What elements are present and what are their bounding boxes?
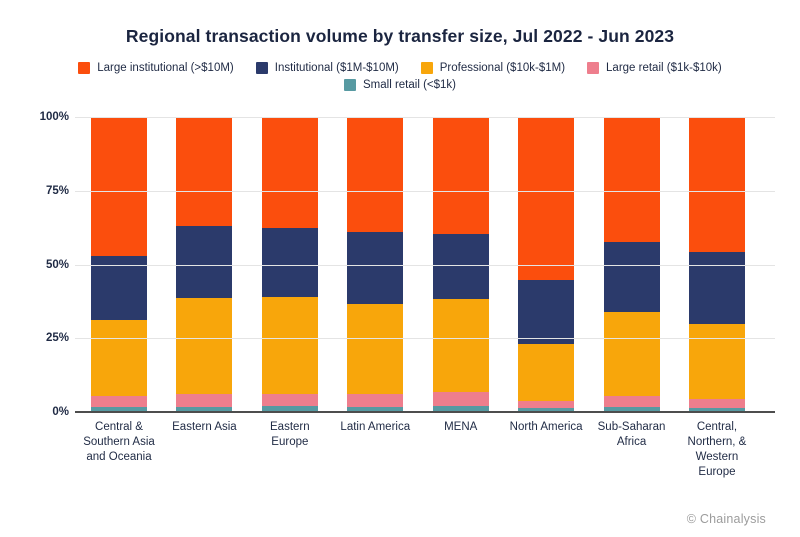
- legend-item: Professional ($10k-$1M): [420, 62, 566, 74]
- bar-segment: [518, 401, 575, 409]
- bar-segment: [432, 406, 489, 412]
- stacked-bar: [518, 117, 575, 412]
- legend-swatch-icon: [344, 79, 356, 91]
- bar-segment: [261, 117, 318, 228]
- bar-segment: [518, 408, 575, 412]
- bar-segment: [347, 117, 404, 233]
- bar-segment: [261, 406, 318, 412]
- bar-segment: [432, 391, 489, 407]
- bar-segment: [347, 303, 404, 395]
- stacked-bar: [91, 117, 147, 412]
- gridline: [75, 190, 775, 192]
- stacked-bar: [176, 117, 233, 412]
- plot-area: Central & Southern Asia and Oceania Easte…: [40, 111, 775, 478]
- bar-segment: [176, 226, 233, 299]
- bar-segment: [603, 117, 660, 242]
- x-axis-label-cell: Central, Northern, & Western Europe: [688, 420, 747, 480]
- legend-label: Professional ($10k-$1M): [439, 62, 566, 74]
- bar-segment: [176, 298, 233, 395]
- x-axis-category-label: North America: [509, 421, 583, 433]
- legend-swatch-icon: [420, 62, 433, 74]
- bar-segment: [603, 395, 660, 407]
- bar-segment: [688, 399, 745, 408]
- stacked-bar: [688, 117, 745, 412]
- x-axis-labels: Central & Southern Asia and Oceania Easte…: [75, 420, 775, 480]
- gridline: [75, 338, 775, 340]
- x-axis-category-label: Latin America: [340, 421, 411, 433]
- bar-segment: [688, 117, 745, 253]
- bar-segment: [347, 232, 404, 304]
- bar-segment: [518, 117, 575, 281]
- x-axis-category-label: Eastern Asia: [172, 421, 237, 433]
- bar-segment: [432, 233, 489, 300]
- x-axis-label-cell: Eastern Europe: [262, 420, 318, 480]
- y-axis-tick-label: 100%: [39, 111, 69, 123]
- x-axis-category-label: MENA: [444, 421, 478, 433]
- stacked-bar: [603, 117, 660, 412]
- legend: Large institutional (>$10M) Institutional…: [0, 62, 800, 91]
- legend-swatch-icon: [587, 62, 600, 74]
- legend-row: Large institutional (>$10M) Institutional…: [78, 62, 722, 74]
- legend-label: Large institutional (>$10M): [97, 62, 234, 74]
- bar-segment: [518, 280, 575, 344]
- legend-item: Small retail (<$1k): [344, 79, 456, 91]
- bar-segment: [347, 406, 404, 412]
- bar-segment: [603, 311, 660, 396]
- legend-label: Large retail ($1k-$10k): [606, 62, 722, 74]
- legend-item: Large institutional (>$10M): [78, 62, 234, 74]
- x-axis-label-cell: Latin America: [340, 420, 410, 480]
- y-axis-tick-label: 50%: [45, 258, 69, 271]
- bar-segment: [176, 406, 233, 412]
- stacked-bar: [432, 117, 489, 412]
- bar-segment: [91, 319, 147, 397]
- gridline: [75, 264, 775, 266]
- x-axis-label-cell: Central & Southern Asia and Oceania: [83, 420, 155, 480]
- chart-title: Regional transaction volume by transfer …: [125, 26, 675, 46]
- x-axis-label-cell: North America: [510, 420, 583, 480]
- x-axis-category-label: Central & Southern Asia and Oceania: [83, 421, 155, 463]
- bar-segment: [688, 252, 745, 325]
- stacked-bar: [261, 117, 318, 412]
- copyright-text: © Chainalysis: [686, 512, 766, 526]
- bar-segment: [603, 241, 660, 312]
- y-axis-tick-label: 0%: [52, 406, 69, 418]
- bar-segment: [176, 394, 233, 407]
- bar-segment: [347, 394, 404, 407]
- bar-segment: [176, 117, 233, 227]
- y-axis-tick-label: 25%: [45, 332, 69, 345]
- bar-segment: [91, 407, 147, 412]
- x-axis-category-label: Eastern Europe: [270, 421, 310, 448]
- x-axis-line: [75, 411, 775, 413]
- bar-segment: [261, 227, 318, 297]
- bar-segment: [518, 343, 575, 402]
- x-axis-label-cell: MENA: [433, 420, 489, 480]
- legend-swatch-icon: [255, 62, 268, 74]
- x-axis-category-label: Sub-Saharan Africa: [597, 421, 666, 448]
- bar-segment: [261, 393, 318, 407]
- bar-segment: [91, 396, 147, 407]
- stacked-bar: [347, 117, 404, 412]
- legend-item: Large retail ($1k-$10k): [587, 62, 722, 74]
- x-axis-label-cell: Eastern Asia: [172, 420, 237, 480]
- bar-segment: [261, 296, 318, 394]
- bars-container: [75, 117, 775, 412]
- legend-label: Small retail (<$1k): [363, 79, 456, 91]
- bar-segment: [91, 255, 147, 320]
- y-axis-tick-label: 75%: [45, 184, 69, 197]
- x-axis-category-label: Central, Northern, & Western Europe: [687, 421, 747, 478]
- legend-item: Institutional ($1M-$10M): [255, 62, 399, 74]
- bar-segment: [688, 407, 745, 412]
- gridline: [75, 117, 775, 118]
- bar-segment: [432, 299, 489, 392]
- bar-segment: [603, 406, 660, 412]
- bar-segment: [432, 117, 489, 234]
- legend-swatch-icon: [78, 62, 91, 74]
- legend-row: Small retail (<$1k): [344, 79, 456, 91]
- bar-segment: [688, 324, 745, 400]
- bar-segment: [91, 117, 147, 256]
- legend-label: Institutional ($1M-$10M): [274, 62, 399, 74]
- x-axis-label-cell: Sub-Saharan Africa: [598, 420, 666, 480]
